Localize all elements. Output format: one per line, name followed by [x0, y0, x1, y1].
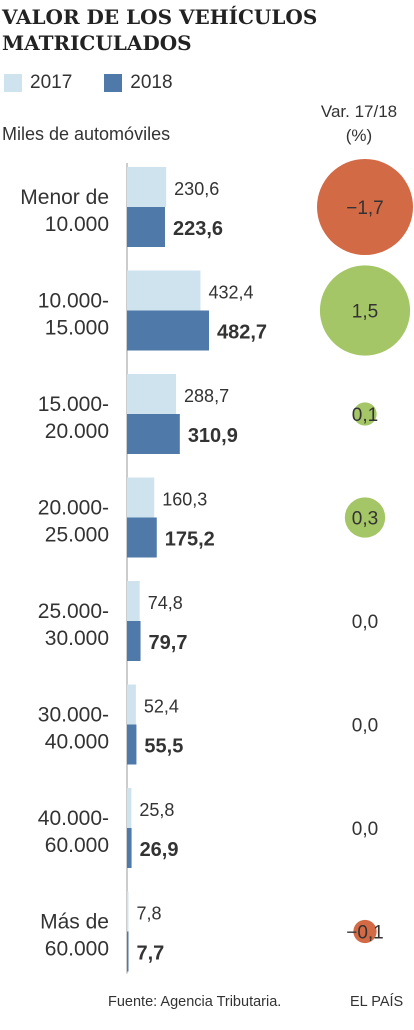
bar-2018: [127, 207, 165, 247]
variation-label: 0,3: [352, 509, 378, 530]
category-label: 25.000: [45, 524, 109, 547]
bar-2018: [127, 931, 129, 972]
data-label-2017: 160,3: [162, 490, 207, 510]
variation-label: 0,0: [352, 716, 378, 737]
variation-label: −0,1: [346, 923, 384, 944]
bar-2017: [127, 684, 136, 725]
variation-bubble: [319, 265, 411, 356]
bar-2017: [127, 374, 177, 414]
data-label-2018: 310,9: [188, 425, 238, 447]
data-label-2017: 74,8: [148, 593, 183, 613]
bar-2018: [127, 828, 132, 868]
bar-2017: [127, 891, 129, 932]
bar-2017: [127, 788, 132, 828]
variation-bubble: [317, 159, 413, 255]
category-label: Más de: [40, 911, 109, 934]
variation-label: 1,5: [352, 302, 378, 323]
variation-label: 0,1: [352, 405, 378, 426]
bar-2018: [127, 310, 209, 351]
legend-label-2017: 2017: [30, 72, 73, 93]
bar-2017: [127, 477, 155, 518]
legend: 2017 2018: [4, 72, 205, 94]
variation-header: Var. 17/18 (%): [304, 100, 414, 148]
data-label-2018: 55,5: [144, 736, 183, 758]
data-label-2018: 79,7: [149, 632, 188, 654]
chart-title: VALOR DE LOS VEHÍCULOS MATRICULADOS: [2, 5, 318, 55]
bar-2017: [127, 167, 167, 207]
category-label: 30.000: [45, 627, 109, 650]
variation-header-line1: Var. 17/18: [320, 102, 398, 121]
data-label-2018: 175,2: [165, 529, 215, 551]
category-label: 60.000: [45, 834, 109, 857]
variation-label: −1,7: [346, 198, 384, 219]
category-label: 20.000-: [38, 497, 109, 520]
legend-swatch-2018: [104, 74, 123, 92]
legend-label-2018: 2018: [130, 72, 173, 93]
category-label: 15.000: [45, 317, 109, 340]
data-label-2018: 7,7: [137, 943, 165, 965]
bar-2017: [127, 270, 201, 311]
variation-bubble: [353, 402, 377, 426]
category-label: 15.000-: [38, 393, 109, 416]
data-label-2017: 230,6: [174, 179, 219, 199]
bar-2018: [127, 517, 157, 558]
category-label: 60.000: [45, 938, 109, 961]
category-label: 40.000-: [38, 807, 109, 830]
variation-bubble: [353, 919, 377, 944]
variation-label: 0,0: [352, 819, 378, 840]
category-label: Menor de: [20, 186, 109, 209]
bar-2018: [127, 414, 180, 454]
legend-swatch-2017: [4, 74, 22, 92]
variation-bubble: [344, 497, 386, 538]
data-label-2017: 432,4: [208, 283, 253, 303]
data-label-2017: 52,4: [144, 697, 179, 717]
data-label-2018: 26,9: [140, 839, 179, 861]
data-label-2017: 288,7: [184, 386, 229, 406]
brand-label: EL PAÍS: [350, 994, 404, 1010]
data-label-2018: 482,7: [217, 322, 267, 344]
category-label: 10.000: [45, 213, 109, 236]
variation-label: 0,0: [352, 612, 378, 633]
chart-area: Menor de 10.000 230,6 223,6 −1,7 10.000- 15.00…: [20, 159, 413, 974]
unit-label: Miles de automóviles: [2, 124, 171, 144]
data-label-2017: 7,8: [137, 904, 162, 924]
category-label: 20.000: [45, 420, 109, 443]
data-label-2018: 223,6: [173, 218, 223, 240]
category-label: 25.000-: [38, 600, 109, 623]
bar-2018: [127, 621, 141, 661]
bar-2017: [127, 581, 140, 621]
category-label: 30.000-: [38, 704, 109, 727]
variation-header-line2: (%): [345, 126, 373, 145]
data-label-2017: 25,8: [139, 800, 174, 820]
category-label: 40.000: [45, 731, 109, 754]
bar-2018: [127, 724, 137, 765]
source-note: Fuente: Agencia Tributaria.: [108, 994, 282, 1010]
category-label: 10.000-: [38, 290, 109, 313]
